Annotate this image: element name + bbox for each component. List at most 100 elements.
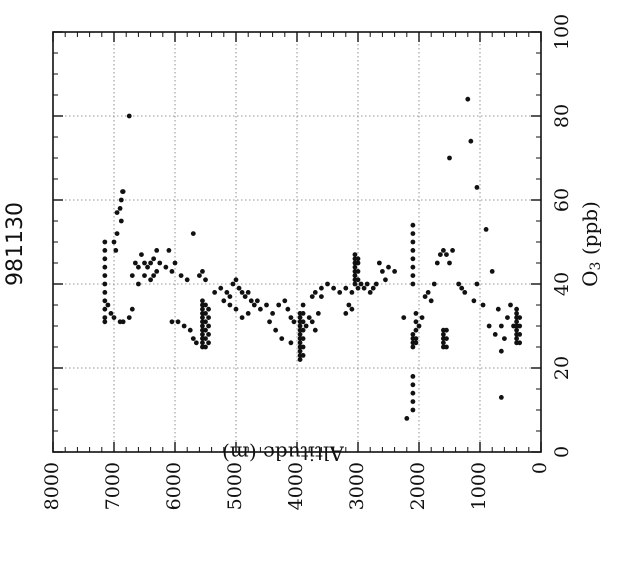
altitude-tick-label: 6000 [163, 462, 185, 510]
ozone-label-sub: 3 [588, 262, 604, 271]
data-point [386, 264, 391, 270]
data-point [468, 138, 474, 144]
data-point [285, 306, 291, 312]
altitude-tick-label: 8000 [41, 462, 63, 510]
altitude-tick-label: 5000 [224, 462, 246, 510]
data-point [139, 252, 144, 257]
data-point [169, 269, 175, 274]
data-point [291, 319, 297, 325]
data-point [410, 239, 416, 245]
data-point [254, 298, 260, 304]
data-point [410, 344, 416, 350]
data-point [279, 336, 285, 341]
data-point [102, 298, 108, 304]
ozone-tick-label: 80 [551, 104, 573, 128]
data-point [380, 269, 385, 274]
altitude-tick-labels: 0 1000 2000 3000 4000 5000 6000 7000 8000 [41, 462, 551, 510]
data-point [212, 290, 218, 295]
data-point [102, 248, 108, 253]
data-point [392, 269, 397, 274]
data-point [495, 306, 501, 312]
data-point [151, 273, 157, 278]
data-point [120, 319, 126, 325]
data-point [355, 269, 361, 274]
data-point [233, 277, 239, 283]
data-point [517, 332, 523, 337]
altitude-axis-title: Altitude (m) [222, 442, 345, 466]
data-point [428, 298, 434, 304]
data-point [203, 277, 208, 283]
data-point [498, 348, 504, 354]
data-point [444, 344, 449, 350]
ozone-tick-labels: 0 20 40 60 80 100 [551, 14, 573, 458]
data-point [282, 298, 288, 304]
data-point [233, 306, 239, 312]
data-point [300, 353, 306, 358]
ozone-axis-title: O3 (ppb) [578, 201, 605, 287]
data-point [113, 248, 119, 253]
data-point [508, 302, 513, 308]
data-point [349, 290, 355, 295]
data-point [203, 302, 208, 308]
data-point [410, 231, 416, 237]
data-point [203, 336, 208, 341]
data-point [200, 298, 205, 304]
data-point [331, 285, 336, 291]
data-point [517, 340, 523, 346]
data-point [102, 315, 108, 320]
data-point [315, 311, 321, 316]
data-point [206, 332, 211, 337]
data-point [267, 319, 272, 325]
data-point [373, 281, 379, 287]
data-point [120, 189, 126, 195]
data-point [200, 340, 205, 346]
data-point [300, 319, 306, 325]
data-point [300, 336, 306, 341]
data-point [221, 298, 227, 304]
data-point [218, 285, 224, 291]
data-point [239, 290, 245, 295]
data-point [319, 285, 324, 291]
data-point [245, 290, 251, 295]
data-point [245, 311, 251, 316]
data-point [108, 311, 114, 316]
data-point [203, 344, 208, 350]
data-point [102, 306, 108, 312]
data-point [197, 273, 202, 278]
data-point [498, 395, 504, 400]
data-point [483, 227, 489, 232]
data-point [118, 218, 124, 224]
data-point [517, 315, 523, 320]
data-point [303, 323, 309, 329]
data-point [413, 319, 419, 325]
data-point [297, 357, 303, 362]
data-point [410, 374, 416, 379]
data-point [181, 323, 187, 329]
data-point [413, 311, 419, 316]
data-point [480, 302, 486, 308]
data-point [248, 298, 254, 304]
data-point [514, 306, 519, 312]
data-point [376, 260, 382, 266]
data-point [431, 281, 437, 287]
data-point [102, 281, 108, 287]
data-point [206, 315, 211, 320]
data-point [450, 248, 455, 253]
data-point [102, 239, 108, 245]
data-point [410, 399, 416, 404]
data-point [459, 285, 465, 291]
data-point [297, 340, 303, 346]
data-point [410, 273, 416, 278]
data-point [410, 281, 416, 287]
data-point [154, 248, 160, 253]
data-point [251, 302, 257, 308]
data-point [312, 327, 318, 333]
data-point [422, 294, 428, 299]
data-point [343, 311, 349, 316]
data-point [154, 269, 160, 274]
data-point [352, 273, 358, 278]
data-point [126, 315, 132, 320]
data-point [105, 302, 111, 308]
data-point [190, 336, 196, 341]
